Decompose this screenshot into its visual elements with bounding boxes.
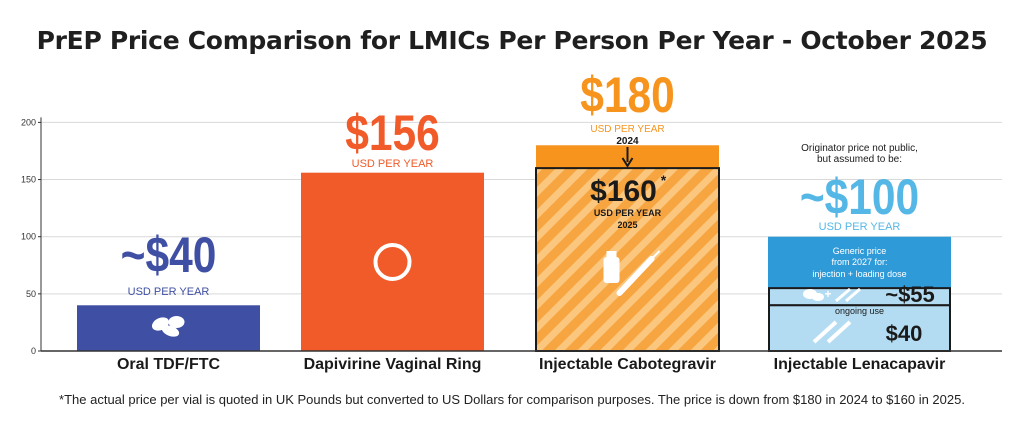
y-tick-label: 200: [21, 117, 36, 127]
bar-dapivirine-ring: [301, 172, 484, 351]
syringe-barrel: [812, 320, 838, 344]
pill-shape: [168, 316, 185, 328]
data-label-ring: $156: [345, 105, 440, 161]
footnote: *The actual price per vial is quoted in …: [59, 392, 965, 407]
unit-label-ring: USD PER YEAR: [352, 158, 434, 170]
ring-icon: [373, 243, 412, 281]
lena-note-line1: Originator price not public,: [801, 143, 918, 154]
vial-syringe-icon: [603, 250, 661, 296]
vial-body: [603, 257, 620, 283]
x-category-label: Dapivirine Vaginal Ring: [304, 356, 482, 373]
footnote-star: *: [661, 172, 667, 188]
data-label-lenacapavir: ~$100: [800, 169, 919, 225]
data-label-cabotegravir-2024: $180: [580, 67, 675, 123]
syringe-barrel: [845, 287, 861, 303]
year-label-2025: 2025: [617, 220, 637, 230]
data-label-oral: ~$40: [121, 227, 217, 283]
y-tick-label: 50: [26, 289, 36, 299]
syringe-icon: [812, 320, 852, 344]
down-arrow-head: [621, 157, 634, 168]
data-label-lenacapavir-loading: ~$55: [885, 282, 935, 307]
pill-shape: [161, 325, 180, 337]
data-label-cabotegravir-2025: $160: [590, 175, 657, 208]
syringe-needle: [650, 250, 661, 260]
x-category-label: Oral TDF/FTC: [117, 356, 221, 373]
y-tick-label: 100: [21, 232, 36, 242]
y-tick-label: 0: [31, 346, 36, 356]
syringe-barrel: [835, 287, 851, 303]
lena-generic-line3: injection + loading dose: [812, 269, 906, 279]
x-category-label: Injectable Cabotegravir: [539, 356, 716, 373]
lena-note-line2: but assumed to be:: [817, 154, 902, 165]
vial-cap: [606, 251, 617, 257]
lena-generic-line2: from 2027 for:: [831, 257, 887, 267]
syringe-barrel: [616, 256, 655, 296]
data-label-lenacapavir-ongoing: $40: [886, 321, 923, 346]
bar-cabotegravir-2025: [535, 167, 720, 352]
pill-shape: [812, 293, 824, 301]
lena-ongoing-label: ongoing use: [835, 306, 884, 316]
unit-label-oral: USD PER YEAR: [128, 286, 210, 298]
pills-syringe-icon: [803, 287, 861, 303]
unit-label-cabotegravir-2024: USD PER YEAR: [590, 124, 664, 135]
pills-icon: [151, 316, 185, 337]
x-category-label: Injectable Lenacapavir: [774, 356, 946, 373]
y-tick-label: 150: [21, 175, 36, 185]
chart-title: PrEP Price Comparison for LMICs Per Pers…: [36, 26, 988, 55]
year-label-2024: 2024: [616, 136, 639, 147]
unit-label-cabotegravir-2025: USD PER YEAR: [594, 208, 662, 218]
unit-label-lenacapavir: USD PER YEAR: [819, 221, 901, 233]
plus-sign: +: [824, 287, 831, 301]
syringe-barrel: [826, 320, 852, 344]
lena-generic-line1: Generic price: [833, 246, 887, 256]
